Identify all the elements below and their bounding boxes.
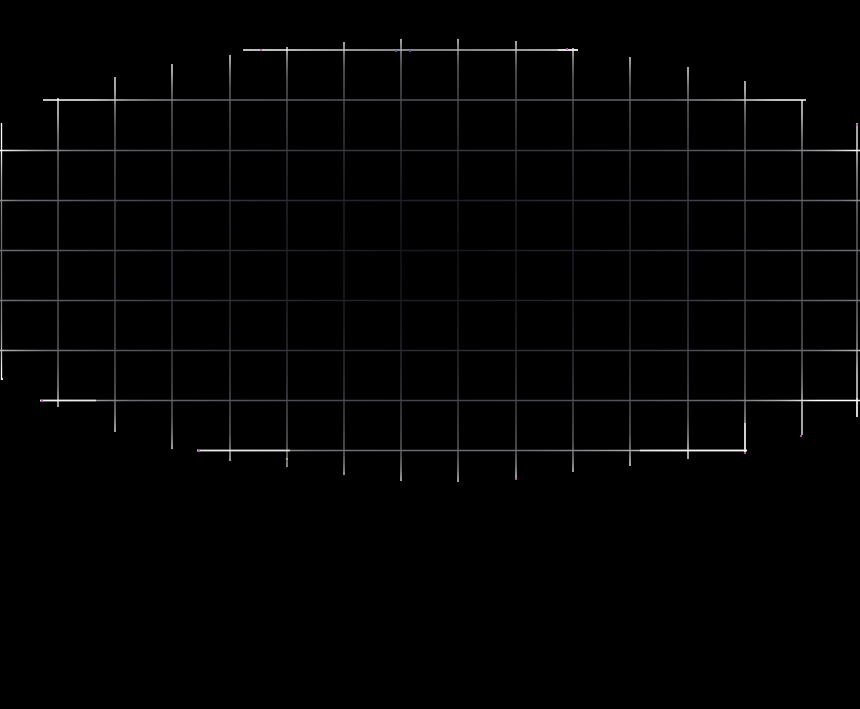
noise-speck bbox=[41, 400, 43, 402]
noise-speck bbox=[1, 378, 3, 380]
noise-speck bbox=[198, 450, 200, 452]
noise-speck bbox=[800, 435, 802, 437]
noise-speck bbox=[515, 478, 517, 480]
noise-speck bbox=[409, 50, 411, 52]
noise-speck bbox=[856, 124, 858, 126]
noise-speck bbox=[260, 49, 262, 51]
noise-speck bbox=[744, 452, 746, 454]
noise-speck bbox=[395, 50, 397, 52]
dotted-lead-ins bbox=[197, 49, 261, 452]
noise-speck bbox=[566, 48, 568, 50]
rim-highlight-segments bbox=[40, 49, 858, 452]
noise-speck bbox=[286, 458, 288, 460]
grid-vertical-lines bbox=[0, 39, 858, 482]
noise-specks bbox=[1, 48, 858, 480]
